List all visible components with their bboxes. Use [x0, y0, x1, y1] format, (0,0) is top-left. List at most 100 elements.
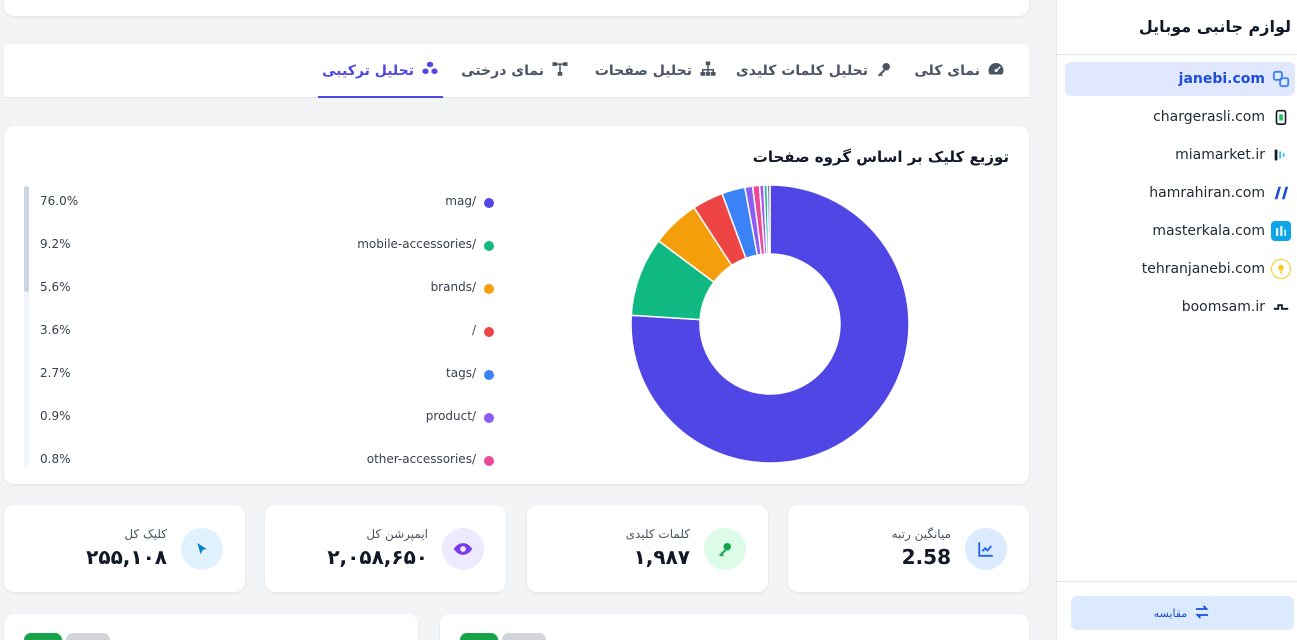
- sitemap-icon: [699, 60, 717, 82]
- tab-label: تحلیل کلمات کلیدی: [735, 63, 868, 79]
- tab-keyword-analysis[interactable]: تحلیل کلمات کلیدی: [736, 44, 893, 98]
- legend-item: 5.6% /brands: [24, 280, 494, 298]
- chart-legend: 76.0% /mag 9.2% /mobile-accessories 5.6%…: [24, 186, 504, 466]
- site-item-miamarket[interactable]: miamarket.ir: [1065, 138, 1295, 172]
- legend-swatch: [484, 241, 494, 251]
- sites-sidebar: لوازم جانبی موبایل janebi.com chargerasl…: [1056, 0, 1297, 640]
- site-item-tehranjanebi[interactable]: tehranjanebi.com: [1065, 252, 1295, 286]
- masterkala-logo-icon: [1271, 221, 1291, 241]
- site-item-boomsam[interactable]: boomsam.ir: [1065, 290, 1295, 324]
- legend-label: /tags: [446, 366, 476, 380]
- tab-label: تحلیل ترکیبی: [322, 63, 414, 79]
- compare-label: مقایسه: [1153, 606, 1188, 620]
- legend-label: /brands: [430, 280, 476, 294]
- stat-value: ۱,۹۸۷: [633, 545, 690, 569]
- stat-label: ایمپرشن کل: [366, 527, 428, 541]
- stat-label: میانگین رتبه: [891, 527, 951, 541]
- sidebar-title: لوازم جانبی موبایل: [1138, 17, 1291, 36]
- toggle-inactive[interactable]: [502, 633, 546, 640]
- tab-label: نمای درختی: [461, 63, 544, 79]
- site-item-chargerasli[interactable]: chargerasli.com: [1065, 100, 1295, 134]
- site-domain: miamarket.ir: [1175, 147, 1265, 163]
- legend-swatch: [484, 456, 494, 466]
- donut-chart: [630, 184, 910, 464]
- legend-item: 2.7% /tags: [24, 366, 494, 384]
- site-domain: masterkala.com: [1152, 223, 1265, 239]
- miamarket-logo-icon: [1271, 145, 1291, 165]
- stat-value: 2.58: [901, 545, 951, 569]
- stat-value: ۲,۰۵۸,۶۵۰: [327, 545, 428, 569]
- stat-value: ۲۵۵,۱۰۸: [86, 545, 167, 569]
- analysis-tabs: نمای کلی تحلیل کلمات کلیدی تحلیل صفحات ن…: [4, 44, 1029, 98]
- site-domain: hamrahiran.com: [1149, 185, 1265, 201]
- bottom-card-left: [4, 614, 418, 640]
- toggle-inactive[interactable]: [66, 633, 110, 640]
- legend-percent: 0.9%: [40, 409, 71, 423]
- legend-percent: 5.6%: [40, 280, 71, 294]
- legend-label: /mag: [445, 194, 476, 208]
- key-icon: [704, 528, 746, 570]
- stat-card-impressions: ایمپرشن کل ۲,۰۵۸,۶۵۰: [265, 505, 506, 592]
- gauge-icon: [987, 60, 1005, 82]
- boomsam-logo-icon: [1271, 297, 1291, 317]
- legend-swatch: [484, 198, 494, 208]
- legend-swatch: [484, 284, 494, 294]
- legend-item: 0.9% /product: [24, 409, 494, 427]
- stat-label: کلیک کل: [124, 527, 167, 541]
- legend-label: /other-accessories: [366, 452, 476, 466]
- site-domain: boomsam.ir: [1181, 299, 1265, 315]
- legend-percent: 76.0%: [40, 194, 79, 208]
- site-domain: janebi.com: [1178, 71, 1265, 87]
- legend-item: 0.8% /other-accessories: [24, 452, 494, 466]
- swap-icon: [1193, 604, 1211, 623]
- stat-card-keywords: کلمات کلیدی ۱,۹۸۷: [527, 505, 768, 592]
- key-icon: [875, 60, 893, 82]
- chargerasli-logo-icon: [1271, 107, 1291, 127]
- top-card-stub: [4, 0, 1029, 16]
- legend-swatch: [484, 413, 494, 423]
- cubes-icon: [421, 60, 439, 82]
- tab-tree-view[interactable]: نمای درختی: [461, 44, 569, 98]
- toggle-active[interactable]: [460, 633, 498, 640]
- chart-title: توزیع کلیک بر اساس گروه صفحات: [752, 148, 1009, 166]
- tab-page-analysis[interactable]: تحلیل صفحات: [595, 44, 717, 98]
- tree-icon: [551, 60, 569, 82]
- stat-card-avg-rank: میانگین رتبه 2.58: [788, 505, 1029, 592]
- divider: [1057, 54, 1297, 55]
- tehranjanebi-logo-icon: [1271, 259, 1291, 279]
- legend-percent: 3.6%: [40, 323, 71, 337]
- tab-label: تحلیل صفحات: [594, 63, 692, 79]
- site-domain: chargerasli.com: [1153, 109, 1265, 125]
- tab-overview[interactable]: نمای کلی: [914, 44, 1005, 98]
- cursor-icon: [181, 528, 223, 570]
- tab-label: نمای کلی: [914, 63, 980, 79]
- legend-item: 76.0% /mag: [24, 194, 494, 212]
- legend-percent: 2.7%: [40, 366, 71, 380]
- tab-combined-analysis[interactable]: تحلیل ترکیبی: [318, 44, 443, 98]
- stat-card-clicks: کلیک کل ۲۵۵,۱۰۸: [4, 505, 245, 592]
- hamrahiran-logo-icon: [1271, 183, 1291, 203]
- trend-icon: [965, 528, 1007, 570]
- eye-icon: [442, 528, 484, 570]
- janebi-logo-icon: [1271, 69, 1291, 89]
- legend-percent: 0.8%: [40, 452, 71, 466]
- divider: [1057, 581, 1297, 582]
- site-domain: tehranjanebi.com: [1141, 261, 1265, 277]
- stat-label: کلمات کلیدی: [625, 527, 690, 541]
- donut-slice-other[interactable]: [766, 184, 771, 255]
- click-distribution-card: توزیع کلیک بر اساس گروه صفحات 76.0% /mag…: [4, 126, 1029, 484]
- legend-scrollbar[interactable]: [24, 186, 29, 466]
- donut-slice-mag[interactable]: [630, 184, 910, 464]
- legend-scrollbar-thumb[interactable]: [24, 186, 29, 292]
- legend-label: /product: [425, 409, 476, 423]
- legend-item: 9.2% /mobile-accessories: [24, 237, 494, 255]
- legend-swatch: [484, 370, 494, 380]
- legend-swatch: [484, 327, 494, 337]
- legend-item: 3.6% /: [24, 323, 494, 341]
- bottom-card-right: [440, 614, 1029, 640]
- site-item-hamrahiran[interactable]: hamrahiran.com: [1065, 176, 1295, 210]
- toggle-active[interactable]: [24, 633, 62, 640]
- site-item-masterkala[interactable]: masterkala.com: [1065, 214, 1295, 248]
- site-item-janebi[interactable]: janebi.com: [1065, 62, 1295, 96]
- compare-button[interactable]: مقایسه: [1071, 596, 1294, 630]
